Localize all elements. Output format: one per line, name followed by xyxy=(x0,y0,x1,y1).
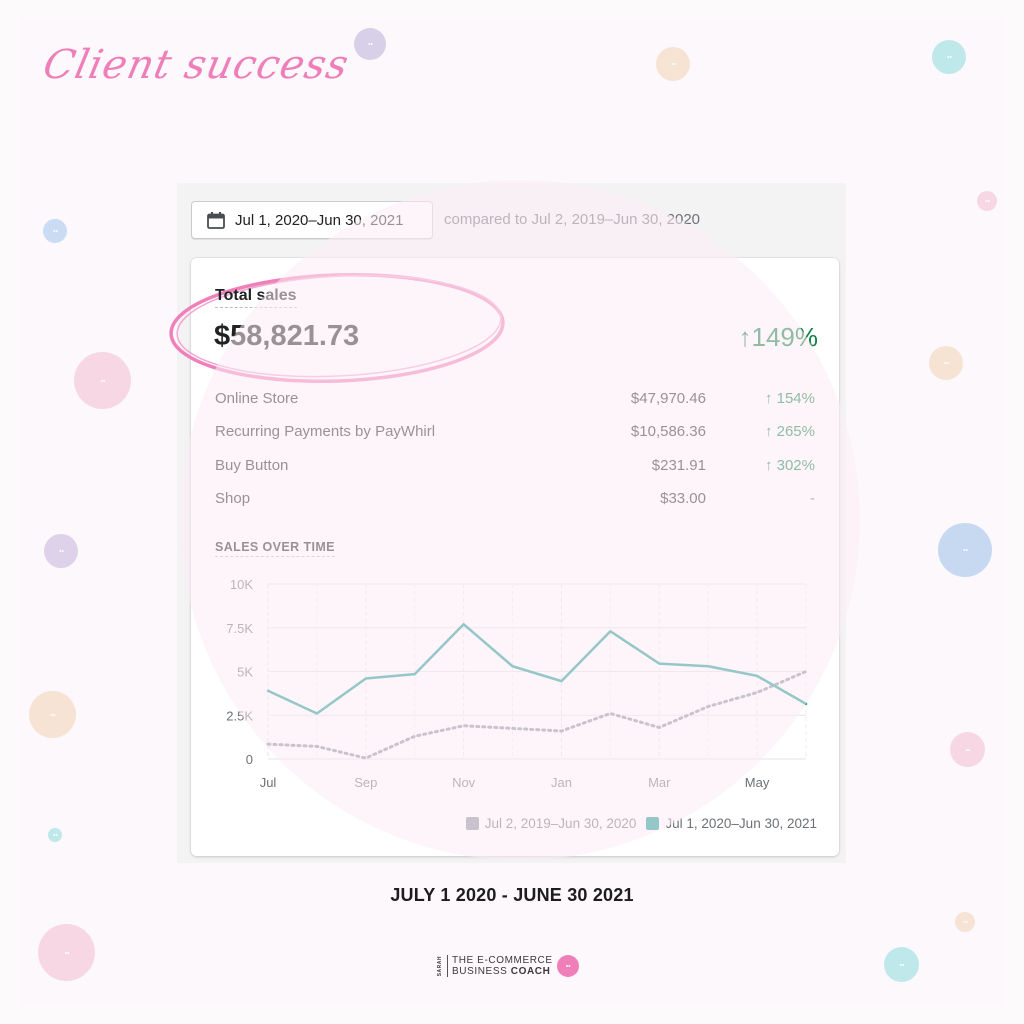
y-tick-label: 0 xyxy=(246,752,253,767)
data-point-previous[interactable] xyxy=(800,666,812,678)
chart-legend: Jul 2, 2019–Jun 30, 2020 Jul 1, 2020–Jun… xyxy=(465,816,817,831)
channel-change: ↑ 302% xyxy=(764,457,815,474)
channel-change: - xyxy=(810,490,815,507)
legend-item-current[interactable]: Jul 1, 2020–Jun 30, 2021 xyxy=(646,816,817,831)
client-success-title: Client success xyxy=(39,42,354,88)
sales-channel-row: Recurring Payments by PayWhirl $10,586.3… xyxy=(215,423,815,443)
logo-side-text: SARAH xyxy=(437,955,443,977)
y-tick-label: 2.5K xyxy=(226,708,253,723)
data-point-previous[interactable] xyxy=(409,730,421,742)
sales-over-time-title[interactable]: SALES OVER TIME xyxy=(215,540,335,557)
data-point-previous[interactable] xyxy=(702,701,714,713)
channel-change: ↑ 154% xyxy=(764,390,815,407)
calendar-icon xyxy=(207,211,225,229)
decor-dot xyxy=(656,47,690,81)
data-point-previous[interactable] xyxy=(262,738,274,750)
channel-amount: $231.91 xyxy=(651,457,706,474)
data-point-previous[interactable] xyxy=(555,725,567,737)
data-point-current[interactable] xyxy=(604,625,616,637)
logo-dot xyxy=(556,955,579,977)
y-tick-label: 7.5K xyxy=(226,621,253,636)
data-point-previous[interactable] xyxy=(653,722,665,734)
channel-change: ↑ 265% xyxy=(764,423,815,440)
total-sales-value: $58,821.73 xyxy=(214,320,360,352)
x-tick-label: May xyxy=(745,775,770,790)
y-tick-label: 5K xyxy=(237,665,253,680)
decor-dot xyxy=(43,219,67,243)
decor-dot xyxy=(74,352,131,409)
data-point-current[interactable] xyxy=(800,698,812,710)
decor-dot xyxy=(354,28,386,60)
legend-label: Jul 2, 2019–Jun 30, 2020 xyxy=(484,816,637,831)
decor-dot xyxy=(932,40,966,74)
channel-amount: $10,586.36 xyxy=(630,423,706,440)
date-range-button[interactable]: Jul 1, 2020–Jun 30, 2021 xyxy=(191,201,433,239)
data-point-current[interactable] xyxy=(751,670,763,682)
channel-name: Shop xyxy=(215,490,251,507)
data-point-current[interactable] xyxy=(507,660,519,672)
date-range-label: Jul 1, 2020–Jun 30, 2021 xyxy=(235,211,404,229)
decor-dot xyxy=(44,534,78,568)
data-point-previous[interactable] xyxy=(507,722,519,734)
sales-channel-row: Online Store $47,970.46 ↑ 154% xyxy=(215,390,815,410)
data-point-current[interactable] xyxy=(311,708,323,720)
x-tick-label: Mar xyxy=(648,775,671,790)
data-point-current[interactable] xyxy=(360,673,372,685)
decor-dot xyxy=(938,523,992,577)
decor-dot xyxy=(29,691,76,738)
logo-line2: BUSINESS COACH xyxy=(452,966,553,977)
decor-dot xyxy=(884,947,919,982)
data-point-current[interactable] xyxy=(458,618,470,630)
data-point-current[interactable] xyxy=(262,685,274,697)
decor-dot xyxy=(48,828,62,842)
x-tick-label: Sep xyxy=(354,775,377,790)
legend-item-previous[interactable]: Jul 2, 2019–Jun 30, 2020 xyxy=(465,816,637,831)
logo-line2b: COACH xyxy=(510,966,551,977)
sales-channel-row: Buy Button $231.91 ↑ 302% xyxy=(215,457,815,477)
decor-dot xyxy=(977,191,997,211)
total-sales-card: Total sales $58,821.73 ↑149% Online Stor… xyxy=(169,258,839,856)
x-tick-label: Nov xyxy=(452,775,476,790)
logo-text: THE E-COMMERCE BUSINESS COACH xyxy=(447,955,553,977)
data-point-previous[interactable] xyxy=(458,720,470,732)
period-caption: JULY 1 2020 - JUNE 30 2021 xyxy=(390,885,634,905)
total-sales-label[interactable]: Total sales xyxy=(215,287,297,308)
decor-dot xyxy=(38,924,95,981)
data-point-previous[interactable] xyxy=(311,740,323,752)
logo-line1: THE E-COMMERCE xyxy=(452,955,553,966)
channel-name: Online Store xyxy=(215,390,299,407)
sales-channel-row: Shop $33.00 - xyxy=(215,490,815,510)
data-point-current[interactable] xyxy=(653,658,665,670)
data-point-current[interactable] xyxy=(409,668,421,680)
sales-over-time-chart: 0 2.5K 5K 7.5K 10K Jul Sep Nov Jan Mar May xyxy=(226,577,812,790)
y-tick-label: 10K xyxy=(230,577,253,592)
legend-swatch xyxy=(465,817,479,830)
channel-amount: $47,970.46 xyxy=(630,390,706,407)
data-point-current[interactable] xyxy=(702,660,714,672)
decor-dot xyxy=(950,732,985,767)
data-point-previous[interactable] xyxy=(604,708,616,720)
total-sales-change: ↑149% xyxy=(738,322,819,352)
channel-name: Buy Button xyxy=(215,457,289,474)
decor-dot xyxy=(929,346,963,380)
legend-swatch xyxy=(646,817,660,830)
logo-line2a: BUSINESS xyxy=(452,966,508,977)
channel-amount: $33.00 xyxy=(660,490,706,507)
x-tick-label: Jul xyxy=(260,775,277,790)
legend-label: Jul 1, 2020–Jun 30, 2021 xyxy=(665,816,817,831)
compared-to-text: compared to Jul 2, 2019–Jun 30, 2020 xyxy=(444,211,701,228)
decor-dot xyxy=(955,912,975,932)
data-point-previous[interactable] xyxy=(360,752,372,764)
data-point-previous[interactable] xyxy=(751,687,763,699)
x-tick-label: Jan xyxy=(551,775,572,790)
channel-name: Recurring Payments by PayWhirl xyxy=(215,423,436,440)
brand-logo: SARAH THE E-COMMERCE BUSINESS COACH xyxy=(437,952,579,980)
data-point-current[interactable] xyxy=(555,675,567,687)
